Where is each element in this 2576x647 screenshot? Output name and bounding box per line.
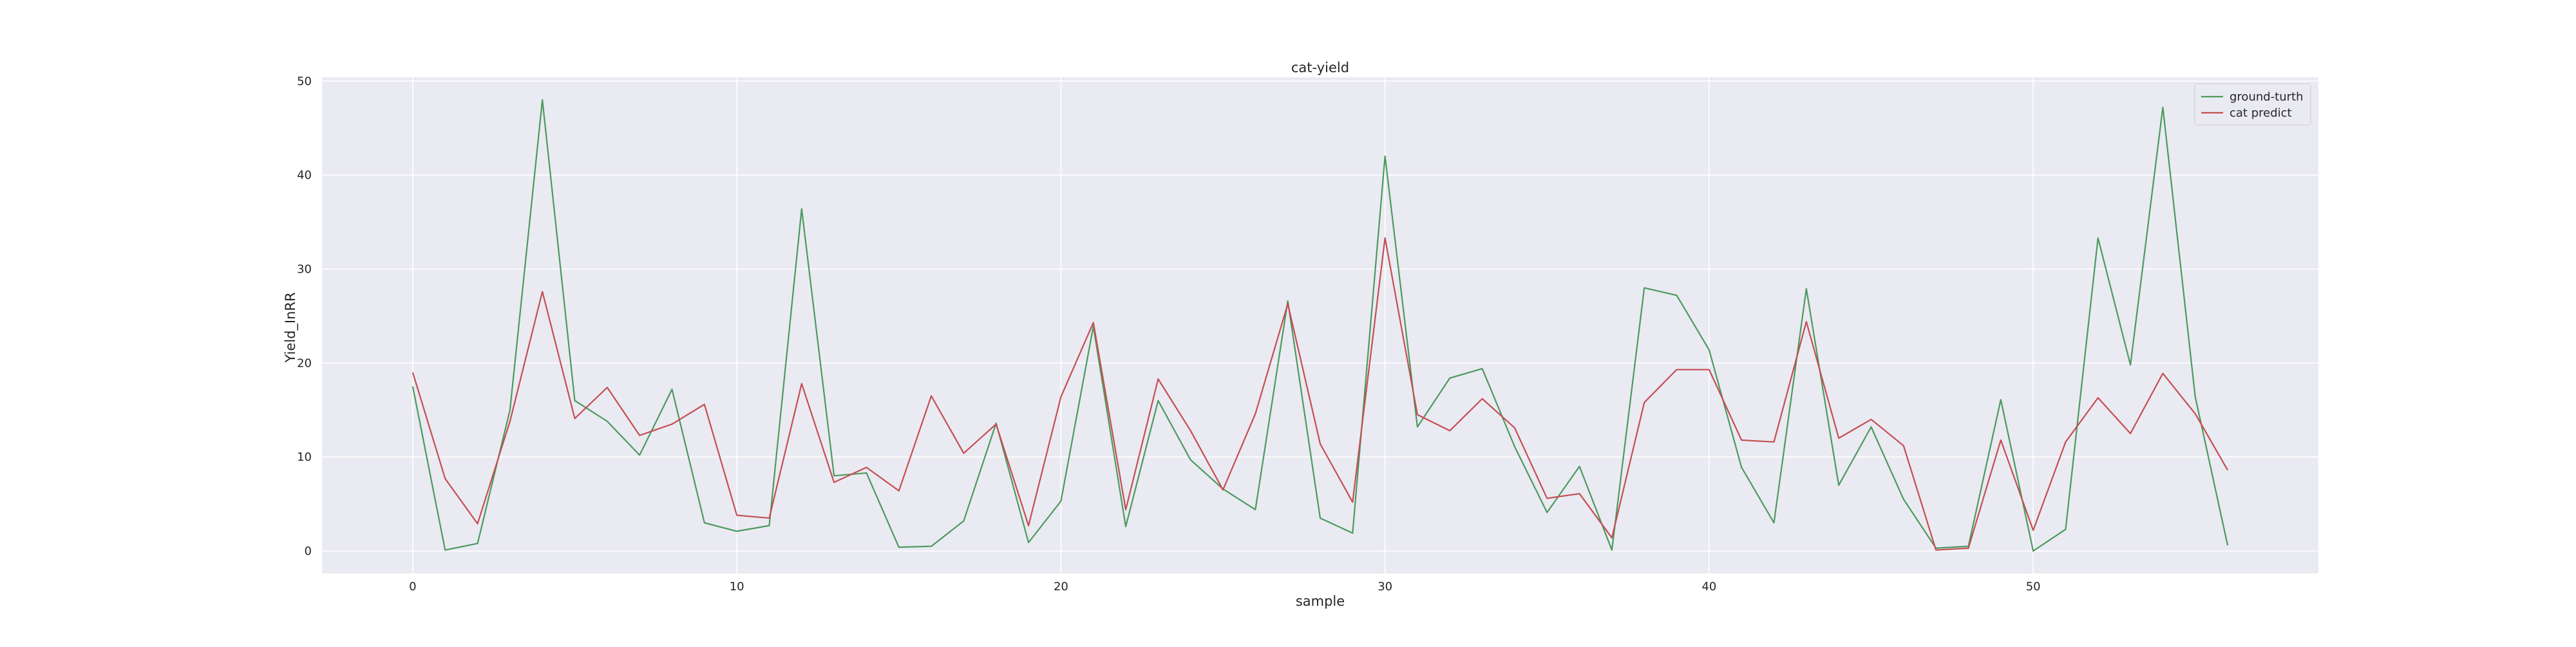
x-tick-label: 10: [730, 580, 744, 594]
y-tick-label: 40: [297, 169, 312, 182]
legend-box: [2194, 83, 2311, 126]
plot-area: 0 10 20 30 40 50 0 10 20 30 40 50: [297, 75, 2318, 594]
legend-label-0: ground-turth: [2230, 90, 2304, 104]
plot-background: [322, 77, 2318, 574]
x-tick-label: 50: [2026, 580, 2041, 594]
x-tick-label: 0: [409, 580, 416, 594]
y-axis-label: Yield_InRR: [283, 292, 299, 363]
y-tick-label: 20: [297, 356, 312, 370]
x-tick-label: 40: [1701, 580, 1716, 594]
x-tick-label: 30: [1378, 580, 1392, 594]
y-tick-label: 30: [297, 263, 312, 276]
legend-label-1: cat predict: [2230, 106, 2292, 120]
x-axis-label: sample: [1296, 594, 1345, 609]
y-tick-label: 50: [297, 75, 312, 88]
series-line-1: [412, 237, 2229, 551]
chart-title: cat-yield: [1291, 60, 1349, 75]
y-tick-label: 10: [297, 450, 312, 464]
x-tick-label: 20: [1054, 580, 1068, 594]
series-line-0: [412, 99, 2229, 552]
legend: ground-turth cat predict: [2194, 83, 2311, 126]
y-tick-label: 0: [305, 545, 312, 558]
